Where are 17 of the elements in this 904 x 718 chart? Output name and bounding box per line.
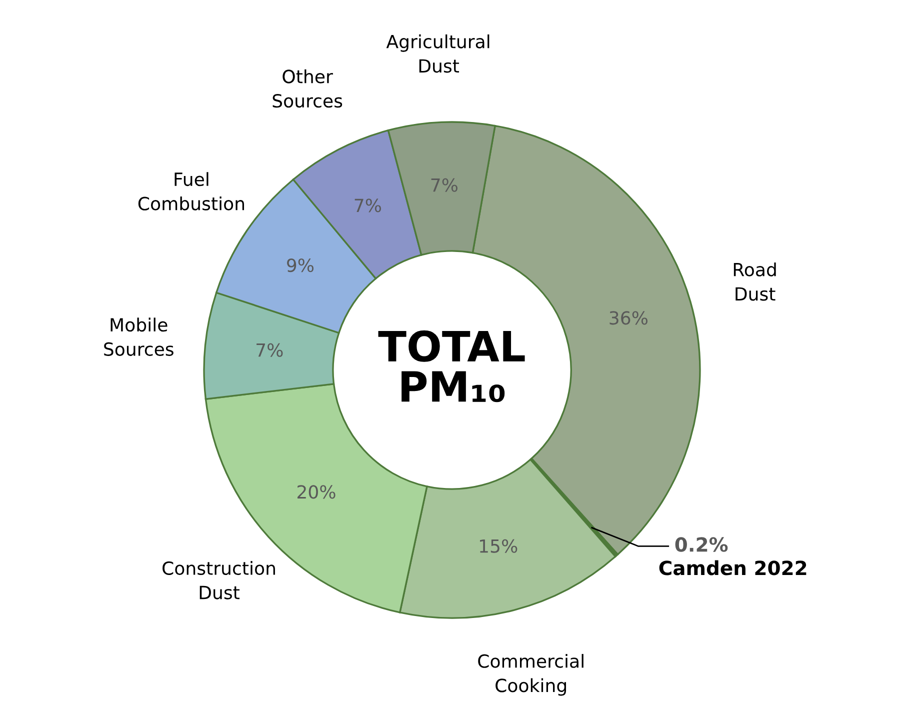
data-label: 20% (298, 485, 336, 499)
slice-label: Camden 2022 (659, 560, 806, 576)
data-label: 15% (480, 539, 518, 553)
data-label: 9% (287, 258, 314, 272)
data-label: 36% (610, 311, 648, 325)
slice-label: Construction Dust (162, 561, 275, 600)
data-label: 7% (256, 343, 283, 357)
data-label: 7% (431, 178, 458, 192)
slice-label: Road Dust (734, 262, 776, 301)
slice-label: Other Sources (272, 69, 342, 108)
slice-label: Agricultural Dust (386, 34, 490, 73)
data-label: 7% (354, 198, 382, 212)
slice-label: Fuel Combustion (138, 172, 244, 210)
data-label: 0.2% (675, 537, 728, 552)
text: TOTAL PM₁₀ (378, 330, 525, 402)
slice-label: Commercial Cooking (478, 654, 584, 696)
slice-label: Mobile Sources (104, 318, 174, 356)
